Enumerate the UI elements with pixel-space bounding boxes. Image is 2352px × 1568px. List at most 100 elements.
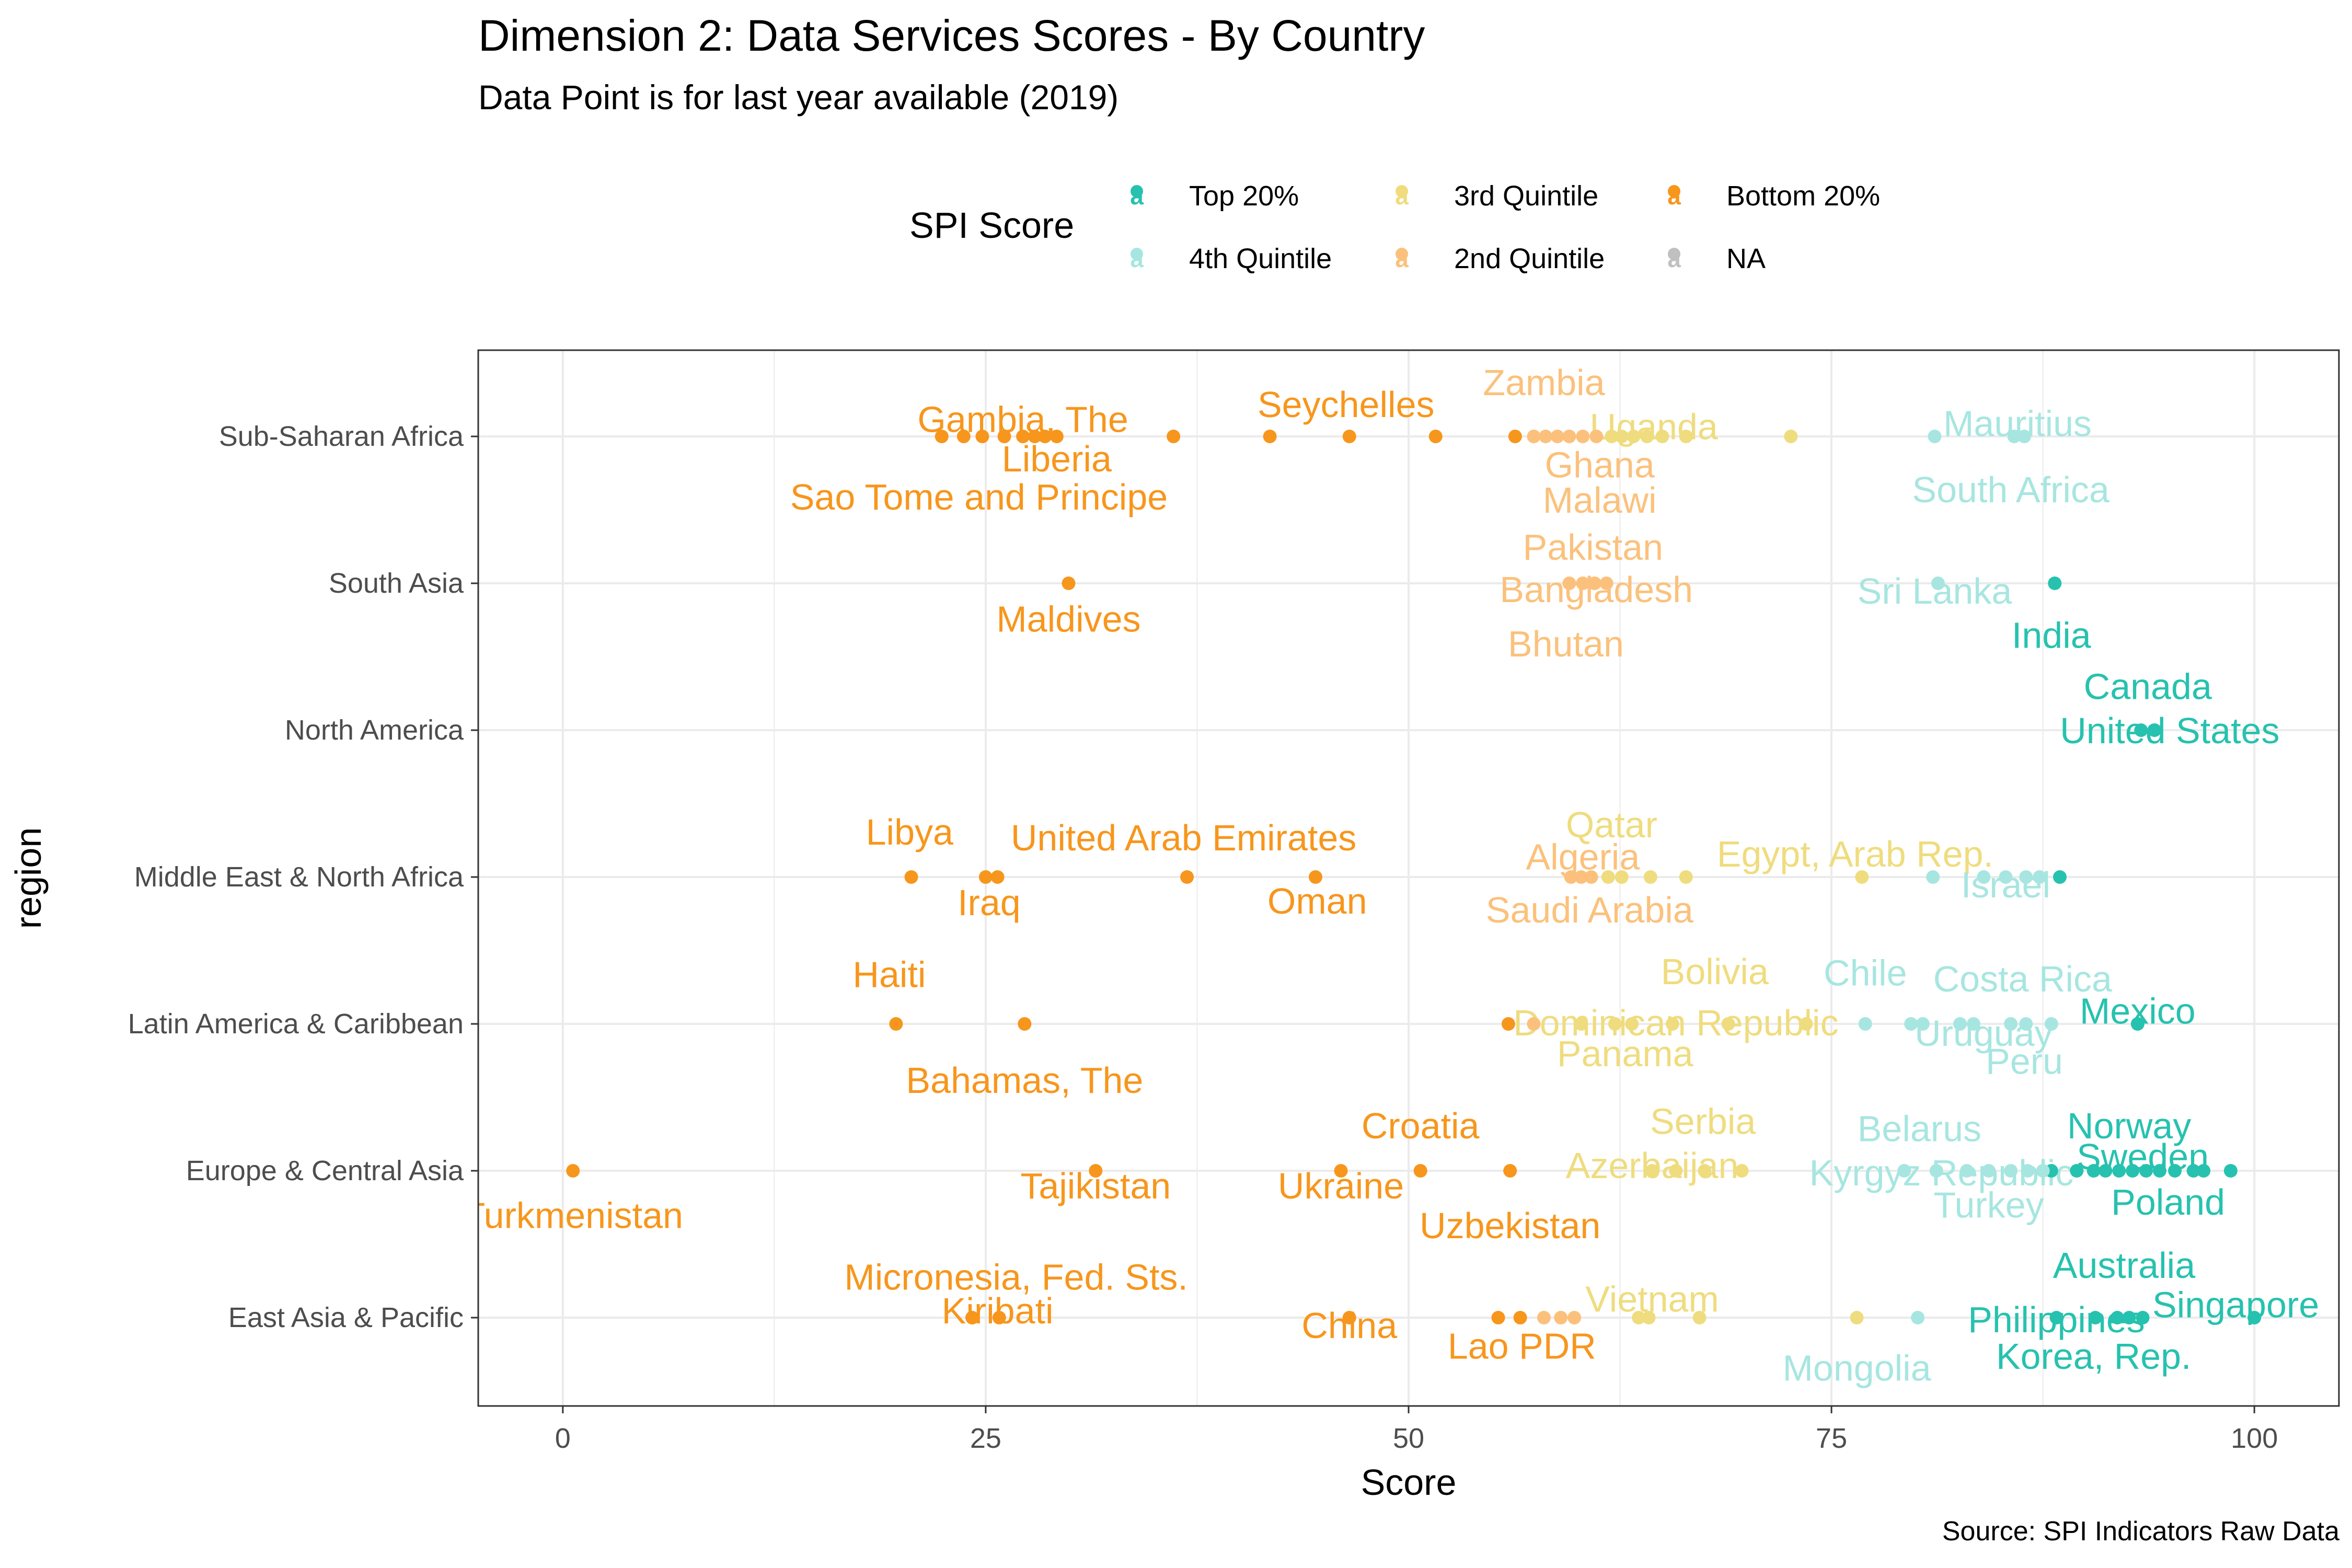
point-label: Micronesia, Fed. Sts. xyxy=(844,1256,1187,1297)
data-point xyxy=(2148,723,2162,737)
point-label: India xyxy=(2012,615,2091,655)
point-label: South Africa xyxy=(1912,469,2109,510)
x-axis-title: Score xyxy=(1361,1462,1457,1503)
chart-caption: Source: SPI Indicators Raw Data xyxy=(1942,1516,2339,1547)
data-point xyxy=(2247,1311,2262,1324)
data-point xyxy=(1342,1311,1356,1324)
point-label: Bolivia xyxy=(1661,951,1769,992)
data-point xyxy=(1599,577,1613,590)
data-point xyxy=(997,430,1011,443)
data-point xyxy=(1897,1164,1911,1178)
point-label: Mongolia xyxy=(1783,1348,1931,1389)
data-point xyxy=(1263,430,1277,443)
data-point xyxy=(2004,1164,2018,1178)
data-point xyxy=(1334,1164,1348,1178)
data-point xyxy=(566,1164,580,1178)
x-tick-label: 50 xyxy=(1393,1423,1424,1454)
y-axis: Sub-Saharan Africa South Asia North Americ… xyxy=(128,421,478,1333)
data-point xyxy=(2186,1164,2200,1178)
legend-key-point xyxy=(1668,248,1680,260)
point-label: Saudi Arabia xyxy=(1486,890,1693,930)
data-point xyxy=(1537,1311,1551,1324)
data-point xyxy=(1508,430,1522,443)
data-point xyxy=(2036,1164,2050,1178)
point-label: Poland xyxy=(2111,1182,2225,1223)
data-point xyxy=(1721,1017,1735,1031)
y-tick-label: Latin America & Caribbean xyxy=(128,1008,464,1040)
data-point xyxy=(1977,870,1991,884)
data-point xyxy=(1640,430,1654,443)
data-point xyxy=(1625,1017,1639,1031)
point-label: Sao Tome and Principe xyxy=(790,477,1168,517)
point-label: Egypt, Arab Rep. xyxy=(1717,834,1993,874)
point-label: Belarus xyxy=(1858,1109,1981,1149)
data-point xyxy=(2070,1164,2084,1178)
point-label: Haiti xyxy=(852,954,926,995)
legend-key-point xyxy=(1668,185,1680,198)
point-label: Bahamas, The xyxy=(906,1060,1143,1101)
y-tick-label: North America xyxy=(285,714,464,746)
data-point xyxy=(1562,577,1576,590)
data-point xyxy=(1953,1017,1967,1031)
x-tick-label: 25 xyxy=(970,1423,1001,1454)
legend-key-point xyxy=(1131,185,1143,198)
data-point xyxy=(1576,430,1590,443)
y-tick-label: Europe & Central Asia xyxy=(186,1155,464,1186)
point-label: Turkmenistan xyxy=(463,1195,683,1236)
data-point xyxy=(1929,1164,1943,1178)
data-point xyxy=(1850,1311,1864,1324)
x-tick-label: 0 xyxy=(555,1423,571,1454)
data-point xyxy=(904,870,918,884)
point-label: Australia xyxy=(2053,1245,2195,1286)
data-point xyxy=(1309,870,1322,884)
data-point xyxy=(1982,1164,1996,1178)
legend-label: 4th Quintile xyxy=(1189,243,1332,274)
data-point xyxy=(2136,1311,2150,1324)
data-point xyxy=(1679,870,1693,884)
data-point xyxy=(1928,430,1942,443)
point-label: United Arab Emirates xyxy=(1011,817,1356,858)
point-label: Malawi xyxy=(1543,480,1657,521)
point-label: Singapore xyxy=(2152,1285,2319,1325)
data-point xyxy=(1167,430,1181,443)
chart-subtitle: Data Point is for last year available (2… xyxy=(478,78,1119,117)
data-point xyxy=(2088,1311,2102,1324)
data-point xyxy=(1050,430,1064,443)
data-point xyxy=(2021,1164,2035,1178)
data-point xyxy=(1180,870,1194,884)
point-label: Croatia xyxy=(1362,1105,1480,1146)
legend-key-glyph: a xyxy=(1130,245,1144,272)
point-label: Maldives xyxy=(996,598,1140,639)
y-tick-label: South Asia xyxy=(329,568,464,599)
data-point xyxy=(975,430,989,443)
data-point xyxy=(1562,430,1576,443)
point-label: Zambia xyxy=(1483,362,1605,403)
data-point xyxy=(1627,430,1641,443)
y-tick-label: East Asia & Pacific xyxy=(228,1302,464,1333)
data-point xyxy=(2168,1164,2182,1178)
data-point xyxy=(1999,870,2013,884)
data-point xyxy=(1564,870,1578,884)
point-label: Qatar xyxy=(1566,804,1657,845)
point-label: Kiribati xyxy=(942,1290,1054,1331)
point-label: Korea, Rep. xyxy=(1996,1336,2192,1377)
data-point xyxy=(1735,1164,1749,1178)
data-point xyxy=(1574,870,1588,884)
data-point xyxy=(992,1311,1006,1324)
legend-key-point xyxy=(1131,248,1143,260)
legend-key-glyph: a xyxy=(1395,245,1409,272)
data-point xyxy=(1413,1164,1427,1178)
data-point xyxy=(1016,430,1030,443)
point-label: Seychelles xyxy=(1258,384,1435,425)
data-point xyxy=(2126,1164,2140,1178)
legend-label: 3rd Quintile xyxy=(1454,180,1598,212)
data-point xyxy=(1584,870,1598,884)
data-point xyxy=(1679,430,1693,443)
point-label: Oman xyxy=(1267,881,1367,921)
point-label: Uzbekistan xyxy=(1420,1205,1600,1246)
point-label: Iraq xyxy=(958,882,1021,923)
data-point xyxy=(1669,1164,1683,1178)
data-point xyxy=(1784,430,1798,443)
data-point xyxy=(2139,1164,2153,1178)
